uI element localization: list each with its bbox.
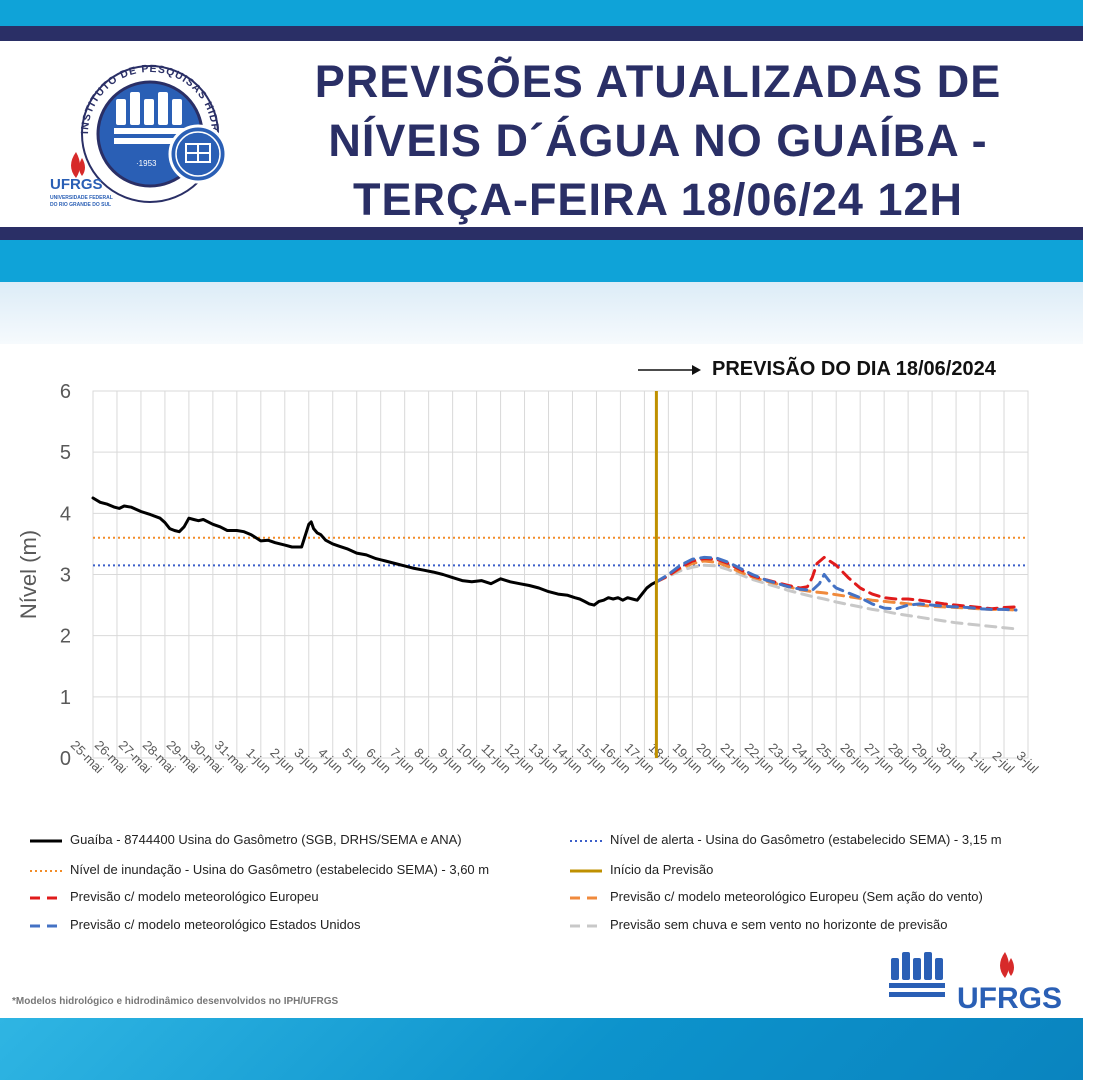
footer-ufrgs-text: UFRGS [957, 982, 1062, 1014]
legend-swatch [570, 840, 602, 842]
iph-logo: INSTITUTO DE PESQUISAS HIDRÁULICAS ·1953… [48, 44, 228, 208]
footer-logo: UFRGS [889, 952, 1062, 1014]
page-title: PREVISÕES ATUALIZADAS DE NÍVEIS D´ÁGUA N… [232, 52, 1084, 229]
y-tick-label: 2 [60, 626, 71, 648]
y-tick-label: 1 [60, 687, 71, 709]
legend-label: Nível de alerta - Usina do Gasômetro (es… [610, 832, 1002, 847]
bottom-band [0, 1018, 1083, 1080]
legend-label: Nível de inundação - Usina do Gasômetro … [70, 862, 490, 877]
header-cyan-band [0, 240, 1083, 282]
series-line [654, 555, 1018, 612]
legend-label: Previsão c/ modelo meteorológico Europeu [70, 889, 319, 904]
top-cyan-band [0, 0, 1083, 26]
title-line-2: NÍVEIS D´ÁGUA NO GUAÍBA - [328, 115, 988, 166]
legend-label: Previsão c/ modelo meteorológico Europeu… [610, 889, 983, 904]
header-fade-band [0, 282, 1083, 344]
legend-swatch [570, 869, 602, 873]
legend-swatch [30, 870, 62, 872]
ufrgs-sub1: UNIVERSIDADE FEDERAL [50, 195, 113, 201]
y-axis-label: Nível (m) [16, 530, 41, 619]
ufrgs-flame-icon-footer [1000, 952, 1014, 978]
forecast-day-label: PREVISÃO DO DIA 18/06/2024 [712, 358, 996, 380]
footnote: *Modelos hidrológico e hidrodinâmico des… [12, 996, 339, 1007]
legend-label: Guaíba - 8744400 Usina do Gasômetro (SGB… [70, 832, 462, 847]
y-tick-label: 3 [60, 565, 71, 587]
title-line-3: TERÇA-FEIRA 18/06/24 12H [352, 174, 964, 225]
ufrgs-sub2: DO RIO GRANDE DO SUL [50, 202, 111, 208]
logo-year: ·1953 [136, 159, 157, 168]
legend-swatch [30, 924, 62, 928]
top-navy-band [0, 26, 1083, 41]
arrow-right-icon [638, 365, 701, 375]
ufrgs-flame-icon [71, 152, 85, 178]
y-tick-label: 0 [60, 748, 71, 770]
y-tick-label: 6 [60, 381, 71, 403]
ufrgs-logo-text: UFRGS [50, 176, 103, 193]
legend-label: Previsão sem chuva e sem vento no horizo… [610, 917, 948, 932]
series-line [654, 563, 1018, 631]
title-line-1: PREVISÕES ATUALIZADAS DE [314, 56, 1002, 107]
right-strip [1083, 0, 1099, 1080]
legend-label: Início da Previsão [610, 862, 714, 877]
series-line [91, 496, 658, 607]
header-navy-band [0, 227, 1083, 240]
legend-label: Previsão c/ modelo meteorológico Estados… [70, 917, 361, 932]
y-tick-label: 4 [60, 503, 71, 525]
y-tick-label: 5 [60, 442, 71, 464]
legend-swatch [30, 896, 62, 900]
legend-swatch [570, 924, 602, 928]
legend-swatch [570, 896, 602, 900]
legend-swatch [30, 839, 62, 843]
